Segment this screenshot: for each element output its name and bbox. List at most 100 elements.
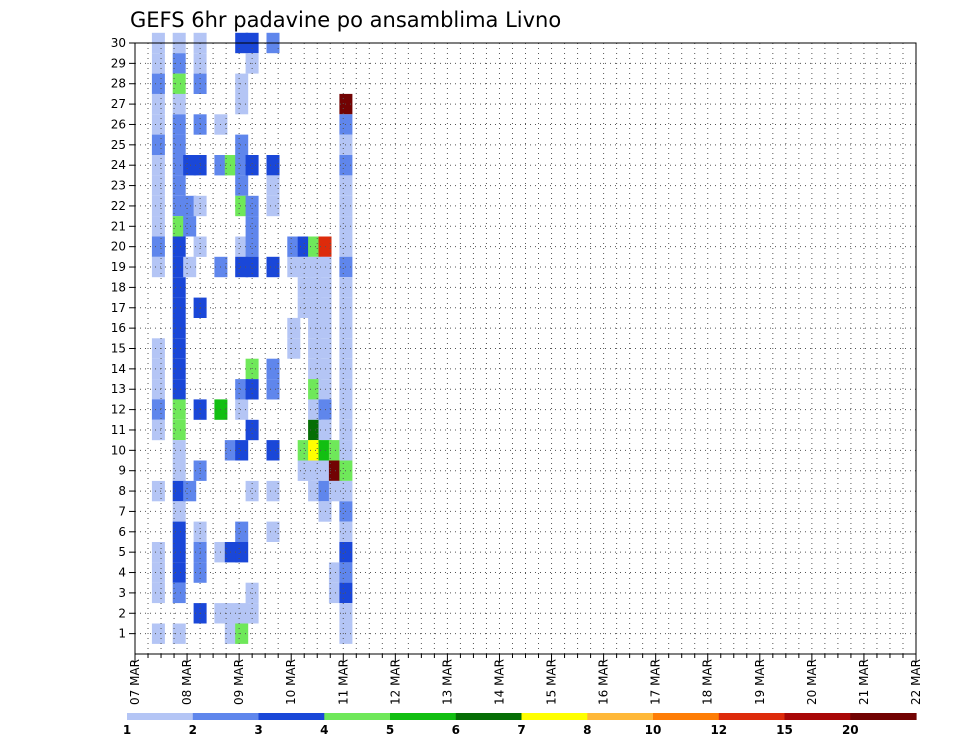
heatmap-cell: [308, 419, 322, 441]
heatmap-cell: [308, 440, 322, 461]
heatmap-cell: [151, 256, 165, 278]
x-tick-label: 08 MAR: [180, 659, 194, 705]
y-tick-label: 29: [111, 56, 126, 70]
colorbar-tick-label: 4: [320, 723, 328, 737]
x-tick-label: 22 MAR: [909, 659, 923, 705]
colorbar-swatch: [127, 713, 194, 720]
heatmap-cell: [235, 521, 249, 542]
heatmap-cell: [245, 419, 259, 441]
heatmap-cell: [297, 460, 311, 481]
heatmap-cell: [172, 379, 186, 400]
heatmap-cell: [172, 73, 186, 94]
heatmap-cell: [235, 379, 249, 400]
x-tick-label: 12 MAR: [388, 659, 402, 705]
heatmap-cell: [151, 134, 165, 155]
heatmap-cell: [172, 480, 186, 502]
heatmap-cell: [172, 256, 186, 278]
heatmap-cell: [224, 440, 238, 461]
heatmap-cell: [235, 195, 249, 217]
x-tick-label: 09 MAR: [232, 659, 246, 705]
colorbar-swatch: [390, 713, 457, 720]
x-axis: 07 MAR 08 MAR 09 MAR 10 MAR 11 MAR 12 MAR 13 M…: [128, 654, 923, 705]
y-tick-label: 7: [118, 504, 126, 518]
heatmap-cell: [266, 379, 280, 400]
y-tick-label: 16: [111, 321, 126, 335]
y-tick-label: 26: [111, 117, 126, 131]
heatmap-cell: [151, 480, 165, 502]
y-tick-label: 14: [111, 362, 126, 376]
colorbar-swatch: [850, 713, 917, 720]
y-tick-label: 3: [118, 586, 126, 600]
heatmap-cell: [151, 623, 165, 644]
heatmap-cell: [308, 236, 322, 257]
heatmap-cell: [172, 623, 186, 644]
heatmap-cell: [235, 623, 249, 644]
y-tick-label: 28: [111, 77, 126, 91]
colorbar-tick-label: 12: [710, 723, 727, 737]
heatmap-cell: [183, 155, 197, 176]
heatmap-cell: [172, 134, 186, 155]
x-tick-label: 16 MAR: [597, 659, 611, 705]
heatmap-cell: [151, 236, 165, 257]
colorbar-swatch: [192, 713, 260, 720]
heatmap-cell: [151, 562, 165, 583]
heatmap-cell: [308, 256, 322, 278]
heatmap-cell: [224, 623, 238, 644]
heatmap-cell: [308, 399, 322, 420]
heatmap-cell: [172, 440, 186, 461]
heatmap-cell: [245, 216, 259, 237]
colorbar-swatch: [587, 713, 654, 720]
heatmap-cell: [235, 440, 249, 461]
colorbar-tick-label: 8: [583, 723, 591, 737]
heatmap-cell: [235, 256, 249, 278]
heatmap-cell: [266, 440, 280, 461]
y-axis: 1234567891011121314151617181920212223242…: [111, 36, 135, 641]
heatmap-cell: [183, 216, 197, 237]
heatmap-cell: [297, 236, 311, 257]
heatmap-cell: [172, 317, 186, 339]
colorbar-swatch: [784, 713, 851, 720]
heatmap-cell: [172, 521, 186, 542]
heatmap-cell: [266, 256, 280, 278]
heatmap-cell: [172, 542, 186, 563]
colorbar-swatch: [258, 713, 325, 720]
x-tick-label: 20 MAR: [805, 659, 819, 705]
heatmap-cell: [308, 297, 322, 318]
heatmap-cell: [287, 317, 301, 339]
heatmap-cell: [235, 236, 249, 257]
y-tick-label: 19: [111, 260, 126, 274]
heatmap-cell: [297, 256, 311, 278]
x-tick-label: 15 MAR: [545, 659, 559, 705]
heatmap-cell: [172, 501, 186, 522]
heatmap-cell: [297, 297, 311, 318]
y-tick-label: 18: [111, 280, 126, 294]
heatmap-cell: [235, 399, 249, 420]
y-tick-label: 30: [111, 36, 126, 50]
colorbar-tick-label: 6: [452, 723, 460, 737]
heatmap-cell: [297, 277, 311, 298]
x-tick-label: 13 MAR: [440, 659, 454, 705]
heatmap-cell: [266, 521, 280, 542]
heatmap-cell: [151, 216, 165, 237]
heatmap-cell: [172, 562, 186, 583]
grid-dots: [135, 42, 916, 654]
y-tick-label: 23: [111, 179, 126, 193]
heatmap-cell: [308, 338, 322, 359]
y-tick-label: 2: [118, 606, 126, 620]
heatmap-cell: [266, 480, 280, 502]
colorbar: 1 2 3 4 5 6 7 8 10 12 15 20: [123, 713, 917, 737]
heatmap-cell: [266, 155, 280, 176]
heatmap-cell: [245, 379, 259, 400]
y-tick-label: 27: [111, 97, 126, 111]
y-tick-label: 1: [118, 627, 126, 641]
heatmap-cell: [308, 358, 322, 380]
colorbar-tick-label: 5: [386, 723, 394, 737]
heatmap-cell: [172, 460, 186, 481]
heatmap-cell: [287, 236, 301, 257]
x-tick-label: 19 MAR: [753, 659, 767, 705]
heatmap-cell: [151, 53, 165, 74]
x-tick-label: 18 MAR: [701, 659, 715, 705]
heatmap-cell: [151, 379, 165, 400]
heatmap-cell: [151, 582, 165, 604]
x-tick-label: 11 MAR: [336, 659, 350, 705]
